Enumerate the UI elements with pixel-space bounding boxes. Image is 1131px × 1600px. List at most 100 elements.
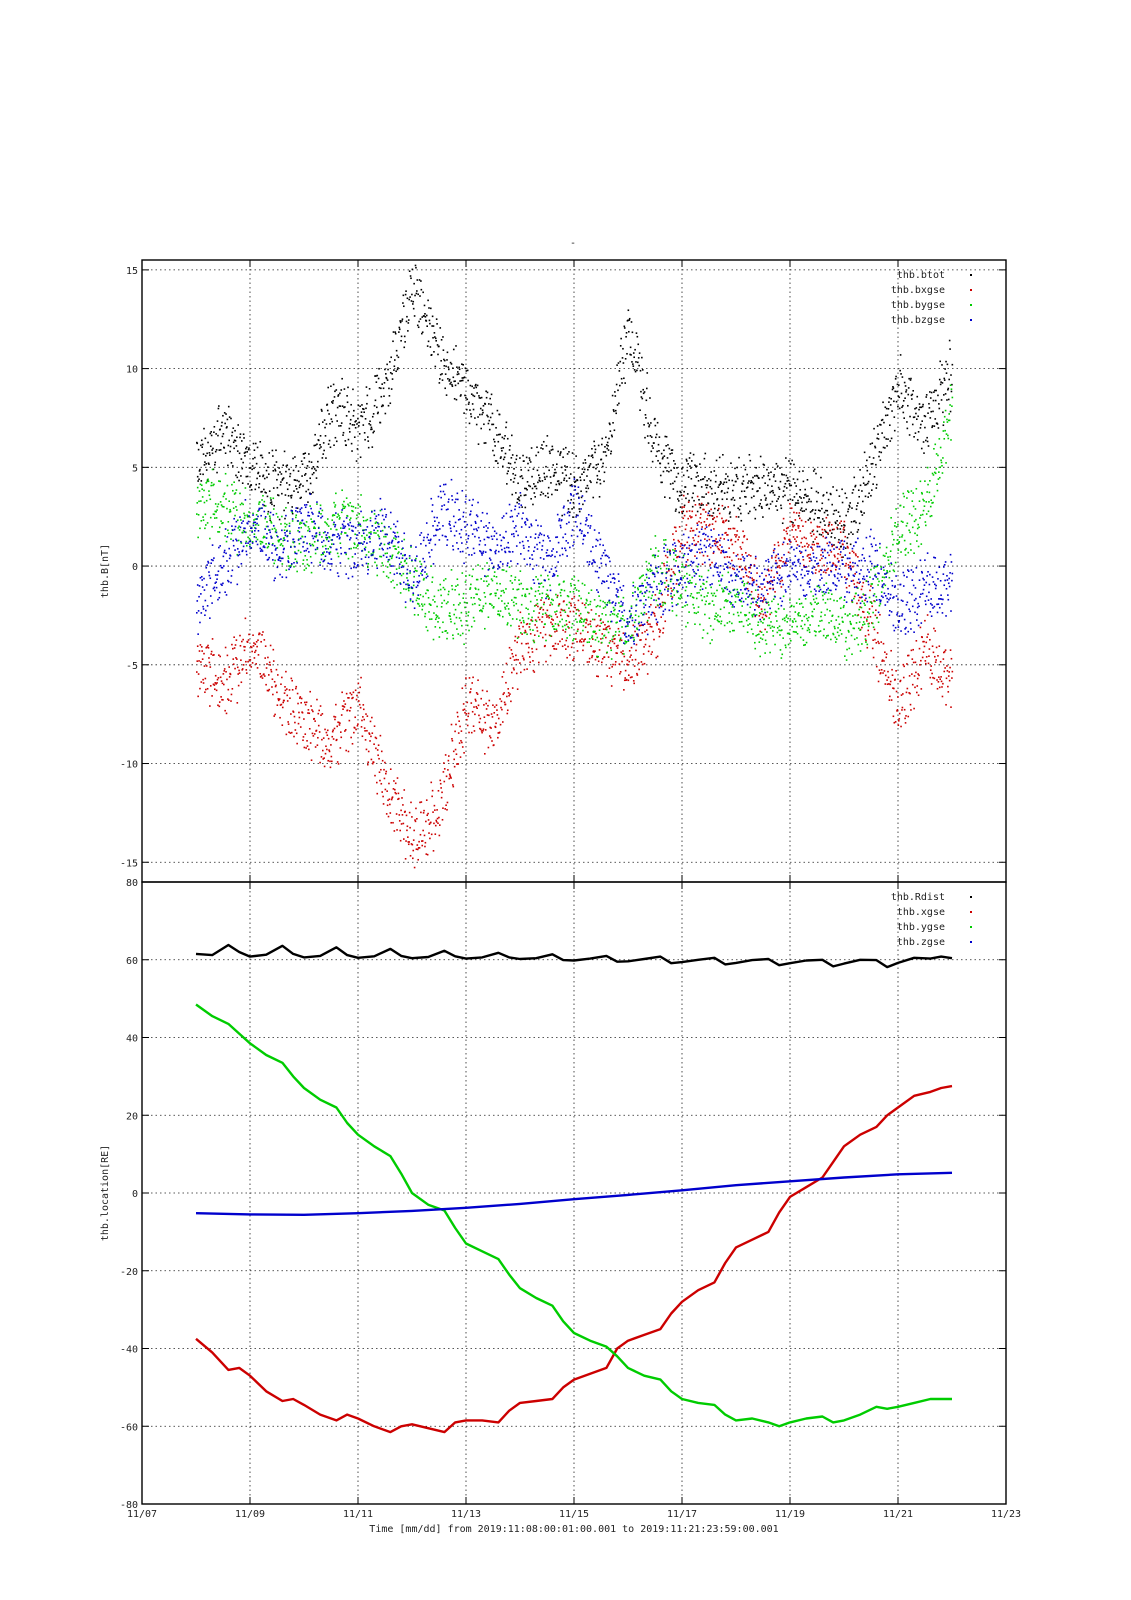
thb.bygse-point bbox=[299, 551, 302, 554]
thb.btot-point bbox=[630, 354, 632, 356]
thb.btot-point bbox=[442, 336, 444, 338]
thb.btot-point bbox=[510, 479, 512, 481]
thb.btot-point bbox=[858, 495, 860, 498]
thb.bygse-point bbox=[546, 589, 549, 592]
thb.bxgse-point bbox=[452, 784, 454, 786]
thb.btot-point bbox=[933, 425, 936, 427]
thb.btot-point bbox=[863, 512, 865, 514]
thb.btot-point bbox=[745, 487, 748, 489]
thb.bxgse-point bbox=[835, 568, 837, 571]
thb.btot-point bbox=[878, 451, 881, 453]
thb.btot-point bbox=[325, 423, 328, 425]
thb.bxgse-point bbox=[884, 683, 887, 685]
thb.btot-point bbox=[924, 426, 926, 429]
thb.bygse-point bbox=[914, 508, 917, 510]
thb.btot-point bbox=[701, 496, 703, 498]
thb.btot-point bbox=[501, 449, 503, 452]
thb.bygse-point bbox=[332, 523, 335, 526]
thb.bxgse-point bbox=[775, 554, 778, 557]
thb.btot-point bbox=[352, 415, 355, 417]
thb.btot-point bbox=[369, 420, 371, 423]
thb.bxgse-point bbox=[599, 625, 601, 628]
thb.btot-point bbox=[563, 479, 565, 482]
thb.btot-point bbox=[208, 463, 210, 466]
thb.bxgse-point bbox=[434, 824, 437, 827]
thb.btot-point bbox=[942, 424, 945, 427]
thb.bygse-point bbox=[308, 528, 311, 530]
thb.bxgse-point bbox=[911, 658, 914, 660]
thb.bygse-point bbox=[314, 527, 316, 530]
thb.btot-point bbox=[835, 522, 837, 525]
thb.bygse-point bbox=[807, 619, 809, 622]
thb.bxgse-point bbox=[791, 529, 793, 531]
thb.btot-point bbox=[283, 509, 285, 512]
thb.btot-point bbox=[427, 299, 429, 302]
thb.bxgse-point bbox=[250, 646, 253, 649]
thb.bxgse-point bbox=[398, 797, 400, 800]
thb.btot-point bbox=[424, 313, 426, 315]
thb.bygse-point bbox=[759, 637, 762, 639]
thb.bxgse-point bbox=[547, 615, 550, 617]
thb.bxgse-point bbox=[905, 715, 907, 717]
thb.btot-point bbox=[210, 434, 213, 437]
thb.bygse-point bbox=[534, 595, 536, 597]
thb.bygse-point bbox=[445, 602, 448, 605]
thb.bxgse-point bbox=[474, 713, 476, 716]
thb.bxgse-point bbox=[288, 689, 291, 691]
thb.bygse-point bbox=[424, 612, 427, 615]
thb.btot-point bbox=[363, 432, 366, 434]
thb.bxgse-point bbox=[434, 809, 436, 811]
thb.bxgse-point bbox=[247, 660, 249, 663]
thb.btot-point bbox=[944, 393, 947, 395]
thb.bxgse-point bbox=[326, 729, 329, 732]
thb.btot-point bbox=[453, 380, 455, 383]
thb.bygse-point bbox=[699, 623, 701, 626]
thb.bxgse-point bbox=[378, 757, 380, 760]
thb.btot-point bbox=[373, 430, 375, 433]
thb.bygse-point bbox=[282, 539, 284, 542]
thb.bxgse-point bbox=[903, 665, 905, 668]
thb.bygse-point bbox=[376, 529, 379, 532]
thb.bygse-point bbox=[224, 472, 227, 475]
thb.bygse-point bbox=[518, 579, 520, 581]
thb.bygse-point bbox=[254, 524, 257, 526]
thb.btot-point bbox=[309, 477, 311, 480]
thb.bygse-point bbox=[796, 632, 799, 635]
thb.bxgse-point bbox=[908, 692, 910, 694]
thb.bxgse-point bbox=[371, 762, 374, 765]
thb.bygse-point bbox=[242, 529, 245, 532]
thb.btot-point bbox=[797, 499, 799, 502]
thb.bygse-point bbox=[534, 590, 537, 593]
thb.bxgse-point bbox=[803, 564, 805, 567]
thb.btot-point bbox=[393, 365, 396, 368]
thb.bxgse-point bbox=[298, 716, 301, 719]
thb.btot-point bbox=[912, 389, 914, 392]
thb.btot-point bbox=[771, 485, 773, 487]
thb.bxgse-point bbox=[743, 536, 745, 538]
thb.btot-point bbox=[830, 493, 832, 496]
thb.btot-point bbox=[391, 372, 393, 375]
thb.btot-point bbox=[772, 491, 775, 494]
thb.bygse-point bbox=[589, 603, 591, 606]
thb.bxgse-point bbox=[598, 615, 600, 617]
thb.bygse-point bbox=[857, 627, 860, 630]
thb.bxgse-point bbox=[713, 516, 716, 519]
thb.bxgse-point bbox=[622, 650, 624, 652]
thb.bxgse-point bbox=[737, 538, 739, 541]
thb.bxgse-point bbox=[624, 669, 627, 672]
thb.bxgse-point bbox=[308, 727, 311, 730]
thb.bxgse-point bbox=[574, 606, 577, 609]
thb.btot-point bbox=[308, 453, 310, 455]
thb.bxgse-point bbox=[468, 677, 471, 679]
thb.bygse-point bbox=[618, 630, 621, 633]
thb.btot-point bbox=[518, 496, 520, 499]
thb.btot-point bbox=[407, 322, 410, 324]
thb.btot-point bbox=[654, 417, 656, 420]
thb.bygse-point bbox=[727, 571, 730, 574]
thb.bxgse-point bbox=[561, 638, 563, 640]
thb.bygse-point bbox=[325, 522, 328, 525]
thb.bxgse-point bbox=[511, 687, 514, 689]
thb.bygse-point bbox=[730, 602, 733, 604]
thb.btot-point bbox=[485, 390, 487, 393]
